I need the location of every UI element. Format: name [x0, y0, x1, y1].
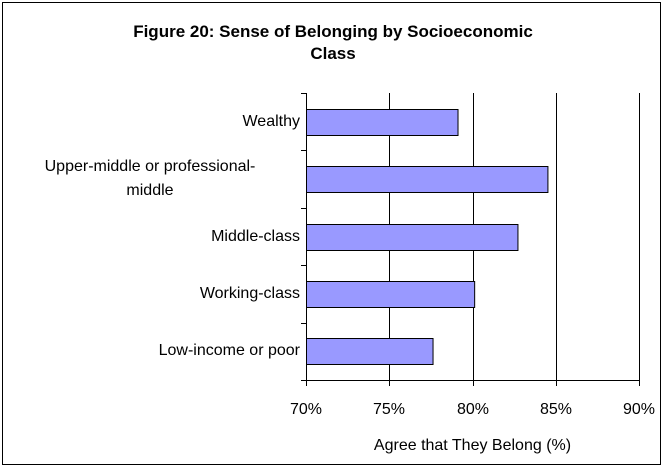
x-axis-title: Agree that They Belong (%) [373, 437, 572, 454]
category-label-line: Upper-middle or professional- [44, 158, 256, 175]
category-label-line: Middle-class [211, 228, 300, 245]
category-label-middle-class: Middle-class [0, 225, 300, 249]
bar-middle-class [306, 224, 519, 251]
category-label-wealthy: Wealthy [0, 110, 300, 134]
bar-working-class [306, 281, 476, 308]
x-tick-label-80: 80% [456, 401, 490, 418]
x-tick-label-85: 85% [539, 401, 573, 418]
x-tick-label-75: 75% [372, 401, 406, 418]
x-tick-label-90: 90% [622, 401, 656, 418]
category-label-low-income-or-poor: Low-income or poor [0, 339, 300, 363]
bar-wealthy [306, 109, 459, 136]
category-label-working-class: Working-class [0, 282, 300, 306]
bar-upper-middle-or-professional-middle [306, 166, 549, 193]
bar-low-income-or-poor [306, 338, 434, 365]
category-label-upper-middle-or-professional-middle: Upper-middle or professional-middle [0, 155, 300, 203]
category-label-line: middle [126, 182, 174, 199]
category-label-line: Working-class [199, 285, 300, 302]
chart-title-line-2: Class [310, 44, 356, 63]
category-label-line: Low-income or poor [158, 342, 300, 359]
x-tick-label-70: 70% [289, 401, 323, 418]
chart-title-line-1: Figure 20: Sense of Belonging by Socioec… [133, 22, 533, 41]
category-label-line: Wealthy [242, 113, 300, 130]
